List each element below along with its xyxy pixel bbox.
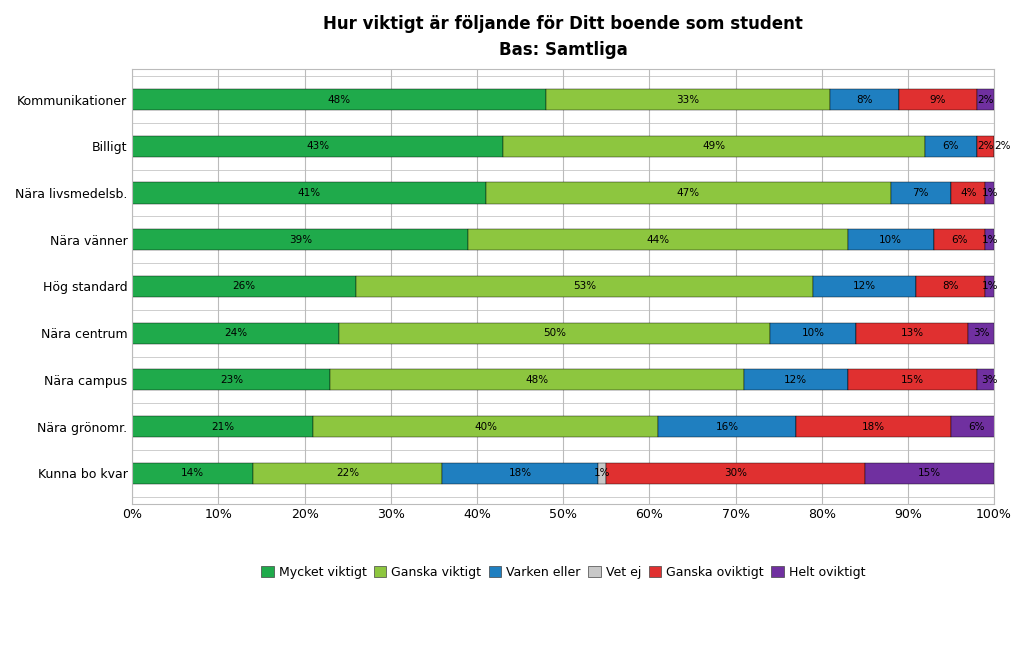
Text: 12%: 12% [785, 375, 807, 385]
Text: 43%: 43% [306, 141, 329, 152]
Text: 39%: 39% [289, 235, 312, 244]
Text: 2%: 2% [978, 94, 994, 105]
Text: 12%: 12% [853, 281, 876, 291]
Text: 44%: 44% [646, 235, 670, 244]
Bar [339, 323, 770, 344]
Text: 18%: 18% [862, 422, 885, 432]
Title: Hur viktigt är följande för Ditt boende som student
Bas: Samtliga: Hur viktigt är följande för Ditt boende … [324, 15, 803, 59]
Bar [900, 89, 977, 110]
Bar [968, 323, 994, 344]
Text: 48%: 48% [328, 94, 350, 105]
Text: 10%: 10% [879, 235, 902, 244]
Text: 6%: 6% [943, 141, 959, 152]
Text: 49%: 49% [702, 141, 725, 152]
Text: 50%: 50% [543, 328, 566, 338]
Text: 8%: 8% [857, 94, 873, 105]
Bar [951, 416, 1002, 437]
Text: 14%: 14% [181, 469, 204, 478]
Bar [598, 463, 606, 484]
Text: 2%: 2% [994, 141, 1011, 152]
Bar [994, 136, 1012, 157]
Bar [977, 89, 994, 110]
Bar [847, 370, 977, 390]
Bar [468, 229, 847, 250]
Bar [132, 136, 503, 157]
Text: 1%: 1% [594, 469, 610, 478]
Text: 15%: 15% [918, 469, 941, 478]
Bar [977, 370, 1002, 390]
Bar [443, 463, 598, 484]
Bar [857, 323, 968, 344]
Bar [132, 276, 356, 297]
Text: 3%: 3% [982, 375, 998, 385]
Text: 53%: 53% [573, 281, 597, 291]
Bar [132, 323, 339, 344]
Text: 9%: 9% [929, 94, 946, 105]
Text: 18%: 18% [508, 469, 532, 478]
Bar [132, 229, 468, 250]
Bar [132, 370, 331, 390]
Text: 40%: 40% [474, 422, 497, 432]
Bar [986, 276, 994, 297]
Bar [977, 136, 994, 157]
Text: 13%: 13% [901, 328, 923, 338]
Bar [658, 416, 796, 437]
Bar [356, 276, 813, 297]
Text: 23%: 23% [220, 375, 243, 385]
Bar [986, 183, 994, 204]
Text: 1%: 1% [982, 281, 998, 291]
Text: 1%: 1% [982, 188, 998, 198]
Text: 2%: 2% [978, 141, 994, 152]
Text: 4%: 4% [960, 188, 977, 198]
Bar [796, 416, 951, 437]
Bar [546, 89, 830, 110]
Bar [745, 370, 847, 390]
Bar [313, 416, 658, 437]
Legend: Mycket viktigt, Ganska viktigt, Varken eller, Vet ej, Ganska oviktigt, Helt ovik: Mycket viktigt, Ganska viktigt, Varken e… [258, 562, 869, 583]
Text: 41%: 41% [298, 188, 320, 198]
Text: 15%: 15% [901, 375, 923, 385]
Bar [606, 463, 865, 484]
Text: 6%: 6% [951, 235, 967, 244]
Bar [890, 183, 951, 204]
Text: 24%: 24% [224, 328, 248, 338]
Bar [865, 463, 994, 484]
Bar [770, 323, 857, 344]
Bar [132, 89, 546, 110]
Bar [986, 229, 994, 250]
Text: 7%: 7% [913, 188, 929, 198]
Bar [132, 416, 313, 437]
Text: 30%: 30% [724, 469, 747, 478]
Bar [331, 370, 745, 390]
Bar [847, 229, 934, 250]
Bar [813, 276, 916, 297]
Text: 16%: 16% [716, 422, 738, 432]
Bar [503, 136, 925, 157]
Text: 48%: 48% [526, 375, 548, 385]
Bar [486, 183, 890, 204]
Text: 6%: 6% [968, 422, 985, 432]
Bar [132, 463, 253, 484]
Text: 22%: 22% [336, 469, 359, 478]
Bar [951, 183, 986, 204]
Text: 33%: 33% [677, 94, 699, 105]
Bar [830, 89, 900, 110]
Text: 26%: 26% [233, 281, 256, 291]
Bar [925, 136, 977, 157]
Bar [132, 183, 486, 204]
Text: 21%: 21% [212, 422, 234, 432]
Text: 1%: 1% [982, 235, 998, 244]
Bar [934, 229, 986, 250]
Text: 47%: 47% [677, 188, 699, 198]
Text: 10%: 10% [802, 328, 825, 338]
Bar [253, 463, 443, 484]
Text: 8%: 8% [943, 281, 959, 291]
Text: 3%: 3% [973, 328, 989, 338]
Bar [916, 276, 986, 297]
